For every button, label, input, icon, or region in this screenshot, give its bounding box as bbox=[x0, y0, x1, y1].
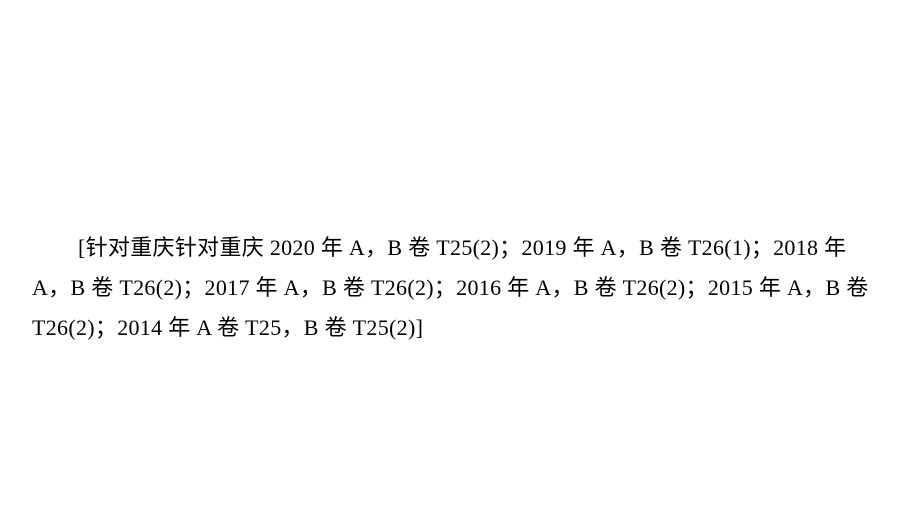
paragraph-text: [针对重庆针对重庆 2020 年 A，B 卷 T25(2)；2019 年 A，B… bbox=[32, 235, 869, 340]
document-body: [针对重庆针对重庆 2020 年 A，B 卷 T25(2)；2019 年 A，B… bbox=[32, 228, 886, 348]
